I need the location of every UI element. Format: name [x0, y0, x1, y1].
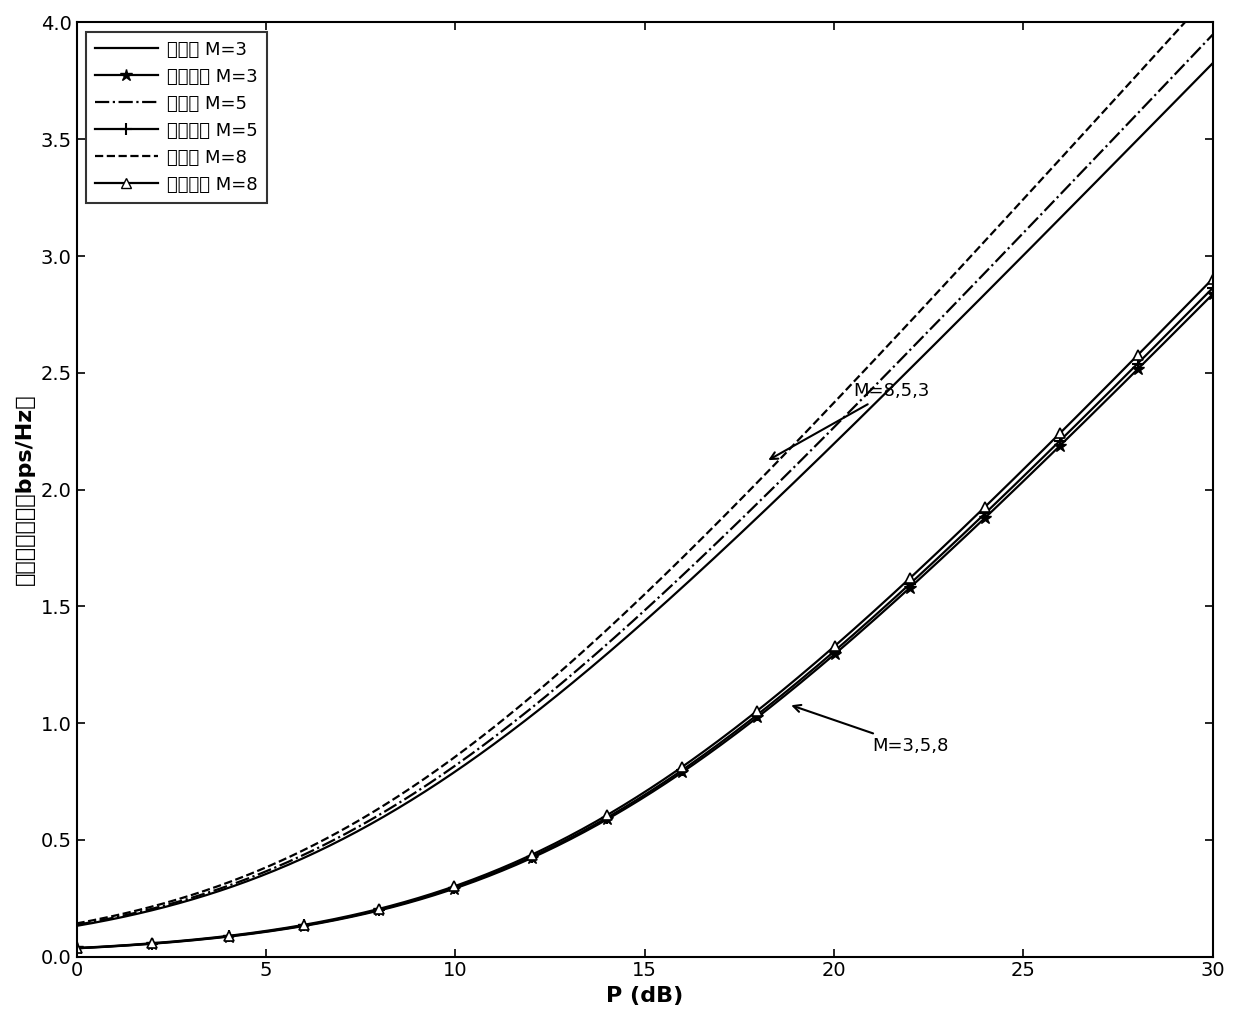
Line: 传统模型 M=3: 传统模型 M=3	[77, 294, 1213, 949]
传统模型 M=5	[683, 758, 698, 770]
传统模型 M=5	[1205, 282, 1220, 294]
本模型 M=8	[683, 543, 698, 555]
Line: 传统模型 M=8: 传统模型 M=8	[77, 279, 1213, 949]
本模型 M=8	[745, 481, 760, 493]
传统模型 M=8	[1178, 300, 1193, 312]
传统模型 M=8	[615, 799, 630, 812]
传统模型 M=3	[1001, 490, 1016, 502]
本模型 M=5	[615, 624, 630, 636]
传统模型 M=3	[683, 760, 698, 772]
传统模型 M=8	[683, 755, 698, 767]
本模型 M=5	[1205, 29, 1220, 41]
传统模型 M=3	[609, 808, 624, 820]
本模型 M=8	[615, 609, 630, 621]
X-axis label: P (dB): P (dB)	[606, 986, 683, 1006]
本模型 M=3	[683, 573, 698, 585]
本模型 M=5	[745, 502, 760, 515]
传统模型 M=8	[609, 804, 624, 816]
Legend: 本模型 M=3, 传统模型 M=3, 本模型 M=5, 传统模型 M=5, 本模型 M=8, 传统模型 M=8: 本模型 M=3, 传统模型 M=3, 本模型 M=5, 传统模型 M=5, 本模…	[86, 32, 267, 203]
本模型 M=3	[1001, 264, 1016, 277]
传统模型 M=5	[609, 807, 624, 819]
传统模型 M=5	[1178, 309, 1193, 322]
本模型 M=3	[1205, 57, 1220, 69]
传统模型 M=3	[745, 715, 760, 727]
传统模型 M=8	[69, 942, 84, 955]
传统模型 M=3	[69, 942, 84, 955]
本模型 M=8	[1001, 210, 1016, 223]
本模型 M=8	[69, 917, 84, 929]
Y-axis label: 遍历安全容量（bps/Hz）: 遍历安全容量（bps/Hz）	[15, 394, 35, 585]
传统模型 M=5	[615, 803, 630, 815]
传统模型 M=3	[1205, 288, 1220, 300]
本模型 M=3	[609, 640, 624, 652]
本模型 M=3	[615, 634, 630, 646]
本模型 M=5	[683, 561, 698, 573]
本模型 M=3	[69, 920, 84, 932]
Line: 本模型 M=5: 本模型 M=5	[77, 35, 1213, 925]
Text: M=3,5,8: M=3,5,8	[794, 704, 949, 756]
本模型 M=5	[609, 630, 624, 642]
本模型 M=3	[745, 516, 760, 528]
Line: 本模型 M=3: 本模型 M=3	[77, 63, 1213, 926]
Line: 传统模型 M=5: 传统模型 M=5	[77, 288, 1213, 949]
本模型 M=3	[1178, 85, 1193, 97]
Line: 本模型 M=8: 本模型 M=8	[77, 0, 1213, 923]
本模型 M=5	[1001, 243, 1016, 255]
Text: M=8,5,3: M=8,5,3	[770, 382, 929, 459]
本模型 M=5	[69, 919, 84, 931]
传统模型 M=5	[1001, 485, 1016, 497]
本模型 M=5	[1178, 57, 1193, 69]
传统模型 M=5	[69, 942, 84, 955]
传统模型 M=8	[745, 709, 760, 721]
传统模型 M=8	[1001, 479, 1016, 491]
传统模型 M=3	[615, 804, 630, 816]
本模型 M=8	[1178, 15, 1193, 28]
传统模型 M=5	[745, 712, 760, 724]
传统模型 M=8	[1205, 273, 1220, 285]
本模型 M=8	[609, 615, 624, 627]
传统模型 M=3	[1178, 315, 1193, 328]
